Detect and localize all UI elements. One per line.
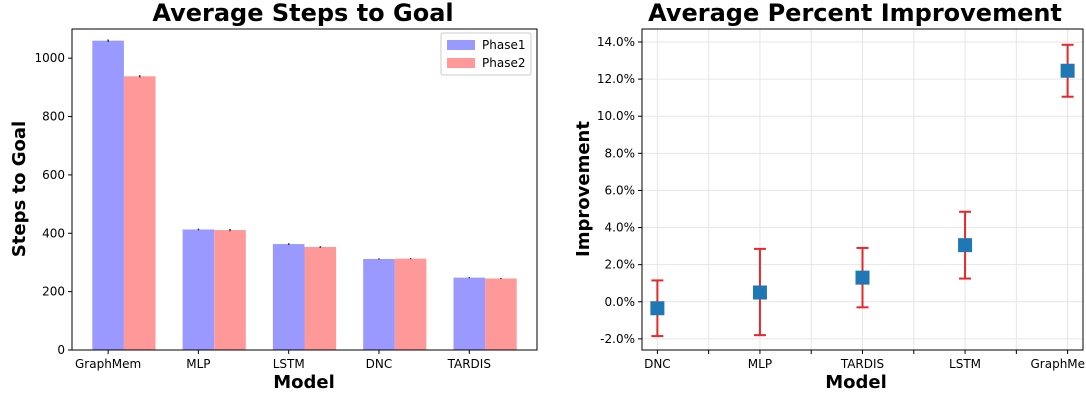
bar-phase2-graphmem	[123, 76, 156, 351]
x-tick-label: TARDIS	[840, 357, 884, 371]
y-tick-label: 12.0%	[597, 72, 635, 86]
y-tick-label: 400	[42, 226, 65, 240]
point-lstm	[958, 238, 973, 253]
x-tick-label: TARDIS	[447, 357, 491, 371]
y-tick-label: 800	[42, 110, 65, 124]
left-y-axis-label: Steps to Goal	[9, 121, 30, 257]
y-tick-label: 2.0%	[605, 258, 636, 272]
bar-phase2-mlp	[214, 230, 246, 350]
y-tick-label: 14.0%	[597, 35, 635, 49]
bar-phase1-graphmem	[92, 40, 124, 350]
right-chart-title: Average Percent Improvement	[648, 0, 1062, 27]
y-tick-label: -2.0%	[600, 332, 635, 346]
x-tick-label: GraphMem	[75, 357, 141, 371]
y-tick-label: 0	[57, 343, 65, 357]
legend-swatch-phase2	[447, 58, 475, 68]
y-tick-label: 4.0%	[605, 221, 636, 235]
right-chart: Average Percent Improvement -2.0% 0.0% 2.0…	[573, 0, 1086, 393]
point-dnc	[650, 301, 665, 316]
right-plot-frame	[641, 28, 1084, 351]
y-tick-label: 200	[42, 285, 65, 299]
x-tick-label: DNC	[366, 357, 393, 371]
right-x-axis-label: Model	[825, 372, 887, 393]
y-tick-label: 1000	[34, 51, 65, 65]
legend-label-phase2: Phase2	[482, 56, 525, 70]
point-tardis	[855, 270, 870, 285]
bar-phase2-tardis	[485, 278, 517, 350]
bar-phase2-dnc	[394, 258, 427, 350]
point-graphmem	[1060, 63, 1075, 78]
right-y-axis-label: Improvement	[573, 121, 594, 257]
legend-swatch-phase1	[447, 40, 475, 50]
x-tick-label: MLP	[748, 357, 772, 371]
bar-phase1-lstm	[272, 244, 305, 350]
bar-phase2-lstm	[304, 246, 337, 350]
x-tick-label: LSTM	[949, 357, 981, 371]
point-mlp	[752, 285, 767, 300]
y-tick-label: 600	[42, 168, 65, 182]
left-chart: Average Steps to Goal 02004006008001000 …	[9, 0, 538, 393]
y-tick-label: 0.0%	[605, 295, 636, 309]
left-plot-frame	[71, 28, 538, 351]
y-tick-label: 8.0%	[605, 146, 636, 160]
y-tick-label: 6.0%	[605, 183, 636, 197]
y-tick-label: 10.0%	[597, 109, 635, 123]
x-tick-label: MLP	[186, 357, 210, 371]
bar-phase1-dnc	[363, 258, 395, 350]
left-chart-title: Average Steps to Goal	[152, 0, 453, 27]
legend-label-phase1: Phase1	[482, 38, 525, 52]
bar-phase1-mlp	[182, 229, 215, 350]
left-legend: Phase1 Phase2	[440, 32, 532, 76]
x-tick-label: GraphMem	[1030, 357, 1086, 371]
bar-phase1-tardis	[453, 277, 486, 350]
left-x-axis-label: Model	[273, 372, 335, 393]
x-tick-label: DNC	[644, 357, 671, 371]
x-tick-label: LSTM	[273, 357, 305, 371]
